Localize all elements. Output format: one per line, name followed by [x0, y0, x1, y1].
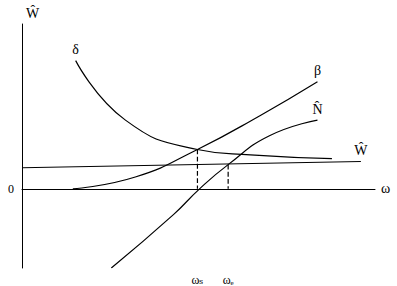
svg-text:0: 0	[8, 182, 14, 196]
svg-text:ωₛ: ωₛ	[191, 273, 203, 286]
svg-text:ωₑ: ωₑ	[223, 273, 234, 286]
svg-text:ω: ω	[381, 181, 390, 196]
svg-text:β: β	[314, 63, 321, 78]
svg-text:Ŵ: Ŵ	[354, 142, 368, 158]
svg-text:N̂: N̂	[312, 101, 322, 117]
svg-text:δ: δ	[72, 42, 79, 57]
svg-text:Ŵ: Ŵ	[26, 5, 40, 21]
